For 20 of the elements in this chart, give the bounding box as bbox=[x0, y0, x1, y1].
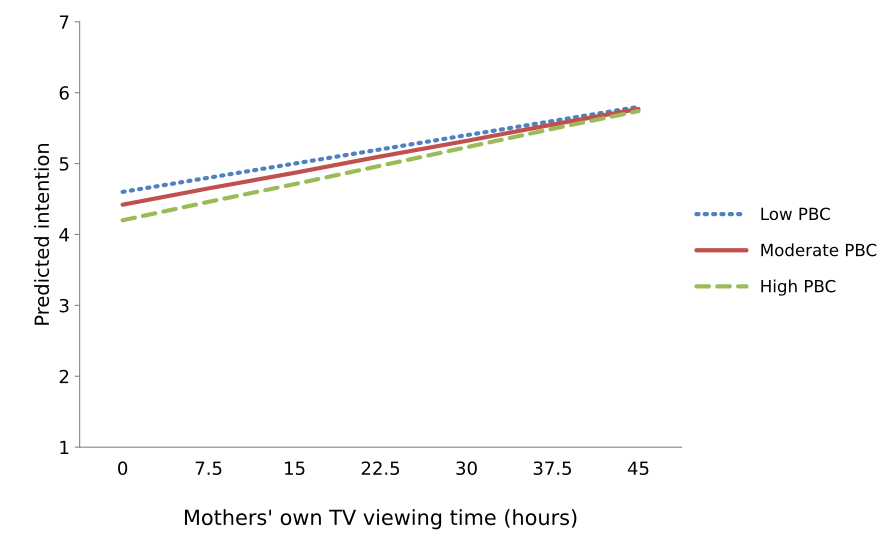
y-axis-title: Predicted intention bbox=[34, 144, 50, 325]
y-tick-label: 3 bbox=[60, 298, 68, 312]
x-tick-label: 7.5 bbox=[196, 462, 222, 476]
y-tick-label: 6 bbox=[60, 86, 69, 100]
y-tick-label: 1 bbox=[60, 440, 68, 454]
x-tick-label: 37.5 bbox=[534, 461, 572, 476]
legend-label: Moderate PBC bbox=[761, 243, 876, 256]
x-tick-label: 30 bbox=[456, 461, 477, 476]
line-series bbox=[120, 109, 641, 222]
x-tick-label: 15 bbox=[285, 462, 304, 476]
legend-label: High PBC bbox=[761, 280, 836, 296]
y-tick-label: 2 bbox=[60, 370, 68, 384]
x-axis-title: Mothers' own TV viewing time (hours) bbox=[184, 509, 576, 530]
y-tick-label: 4 bbox=[59, 228, 69, 242]
x-tick-label: 0 bbox=[118, 461, 128, 476]
x-tick-label: 45 bbox=[628, 462, 648, 476]
x-tick-label: 22.5 bbox=[362, 461, 400, 476]
y-tick-label: 5 bbox=[60, 157, 68, 171]
legend-label: Low PBC bbox=[761, 208, 830, 220]
y-tick-label: 7 bbox=[60, 15, 68, 29]
